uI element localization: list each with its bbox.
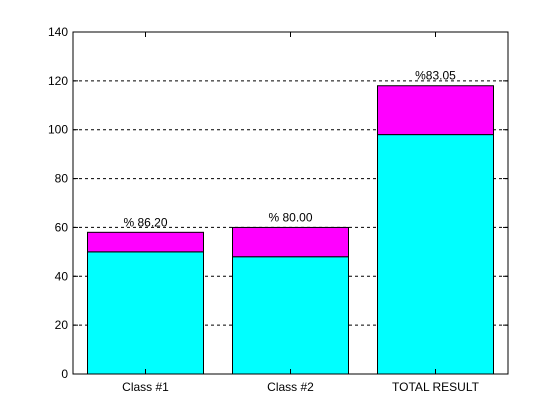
bar-segment-base-3 bbox=[377, 134, 494, 375]
y-tick-label: 60 bbox=[55, 220, 69, 234]
bar-segment-base-1 bbox=[87, 251, 204, 375]
data-label: % 80.00 bbox=[268, 210, 312, 224]
bar-segment-top-3 bbox=[377, 85, 494, 136]
bars bbox=[87, 85, 494, 375]
bar-segment-top-2 bbox=[232, 226, 349, 258]
data-label: % 86.20 bbox=[123, 215, 167, 229]
bar-segment-base-2 bbox=[232, 256, 349, 375]
axis-ticks bbox=[73, 31, 508, 375]
y-tick-label: 140 bbox=[48, 25, 68, 39]
y-tick-label: 100 bbox=[48, 123, 68, 137]
y-tick-label: 120 bbox=[48, 74, 68, 88]
x-tick-label: Class #1 bbox=[122, 380, 169, 394]
y-tick-label: 40 bbox=[55, 269, 69, 283]
x-tick-label: Class #2 bbox=[267, 380, 314, 394]
y-tick-label: 80 bbox=[55, 172, 69, 186]
y-tick-label: 0 bbox=[61, 367, 68, 381]
data-label: %83.05 bbox=[415, 69, 456, 83]
labels: 0 20 40 60 80 100 120 140 Class #1 % 86.20 Class #… bbox=[48, 25, 480, 394]
bar-segment-top-1 bbox=[87, 231, 204, 253]
y-tick-label: 20 bbox=[55, 318, 69, 332]
x-tick-label: TOTAL RESULT bbox=[392, 380, 480, 394]
